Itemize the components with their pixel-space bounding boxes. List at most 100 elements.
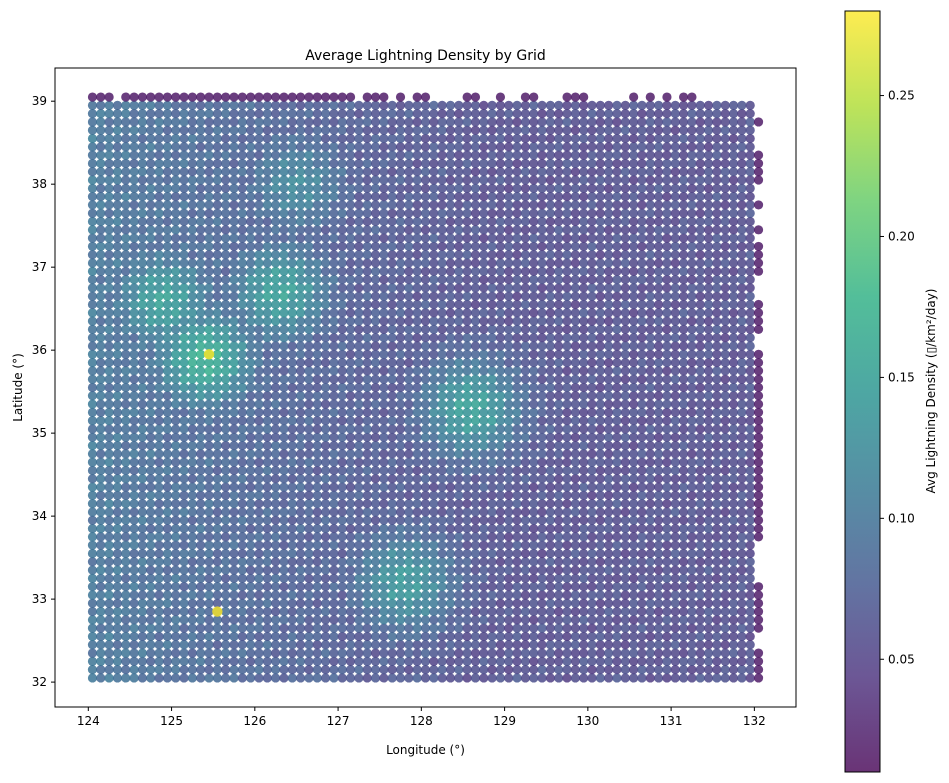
scatter-point: [654, 640, 664, 650]
scatter-point: [495, 465, 506, 476]
scatter-point: [629, 233, 639, 243]
scatter-point: [87, 532, 98, 542]
scatter-point: [587, 648, 597, 658]
scatter-point: [112, 665, 123, 675]
scatter-point: [320, 407, 331, 417]
scatter-point: [379, 507, 389, 517]
scatter-point: [129, 540, 139, 550]
scatter-point: [370, 490, 381, 500]
scatter-point: [320, 656, 331, 666]
scatter-point: [454, 341, 464, 351]
scatter-point: [737, 557, 747, 567]
scatter-point: [587, 241, 597, 252]
scatter-point: [629, 490, 639, 500]
scatter-point: [154, 557, 164, 567]
scatter-point: [645, 225, 655, 235]
scatter-point: [595, 382, 605, 393]
scatter-point: [645, 507, 655, 517]
scatter-point: [345, 482, 356, 492]
scatter-point: [304, 158, 314, 169]
scatter-point: [320, 391, 331, 401]
scatter-point: [187, 341, 197, 351]
scatter-point: [670, 167, 680, 177]
scatter-point: [129, 241, 139, 252]
scatter-point: [254, 366, 264, 376]
scatter-point: [279, 382, 289, 393]
scatter-point: [279, 648, 289, 658]
scatter-point: [587, 258, 597, 268]
scatter-point: [637, 573, 647, 583]
scatter-point: [454, 399, 464, 409]
scatter-point: [512, 358, 522, 368]
scatter-point: [171, 515, 181, 525]
scatter-point: [171, 333, 181, 343]
scatter-point: [703, 532, 714, 542]
scatter-point: [545, 440, 555, 451]
scatter-point: [146, 490, 156, 500]
scatter-point: [146, 557, 156, 567]
scatter-point: [654, 283, 664, 293]
scatter-point: [620, 640, 630, 650]
scatter-point: [454, 266, 464, 276]
scatter-point: [620, 507, 630, 517]
scatter-point: [703, 590, 714, 600]
scatter-point: [87, 399, 98, 409]
scatter-point: [271, 507, 281, 517]
scatter-point: [620, 283, 630, 293]
scatter-point: [595, 316, 605, 326]
scatter-point: [454, 606, 464, 617]
scatter-point: [412, 216, 422, 227]
scatter-point: [537, 515, 547, 525]
scatter-point: [146, 482, 156, 492]
scatter-point: [362, 523, 372, 534]
scatter-point: [204, 631, 214, 642]
scatter-point: [720, 532, 730, 542]
scatter-point: [470, 308, 481, 318]
scatter-point: [612, 557, 622, 567]
scatter-point: [687, 440, 697, 451]
scatter-point: [728, 407, 739, 417]
scatter-point: [679, 341, 689, 351]
scatter-point: [712, 557, 722, 567]
scatter-point: [470, 316, 481, 326]
scatter-point: [212, 283, 222, 293]
scatter-point: [229, 407, 239, 417]
scatter-point: [345, 656, 356, 666]
scatter-point: [204, 283, 214, 293]
scatter-point: [737, 673, 747, 683]
scatter-point: [146, 590, 156, 600]
scatter-point: [720, 349, 730, 359]
scatter-point: [737, 266, 747, 276]
scatter-point: [296, 266, 306, 276]
scatter-point: [279, 507, 289, 517]
scatter-point: [320, 615, 331, 625]
scatter-point: [354, 233, 364, 243]
scatter-point: [495, 266, 506, 276]
scatter-point: [320, 241, 331, 252]
scatter-point: [329, 640, 339, 650]
scatter-point: [129, 424, 139, 434]
scatter-point: [604, 225, 614, 235]
scatter-point: [412, 241, 422, 252]
scatter-point: [154, 540, 164, 550]
scatter-point: [429, 499, 439, 509]
scatter-point: [254, 557, 264, 567]
scatter-point: [312, 673, 322, 683]
scatter-point: [129, 308, 139, 318]
scatter-point: [470, 648, 481, 658]
scatter-point: [737, 432, 747, 442]
scatter-point: [279, 640, 289, 650]
scatter-point: [629, 440, 639, 451]
scatter-point: [695, 557, 705, 567]
scatter-point: [737, 665, 747, 675]
scatter-point: [487, 250, 497, 260]
scatter-point: [745, 565, 755, 575]
scatter-point: [554, 474, 564, 484]
scatter-point: [237, 275, 247, 285]
scatter-point: [162, 308, 172, 318]
scatter-point: [254, 615, 264, 625]
scatter-point: [454, 275, 464, 285]
scatter-point: [104, 582, 114, 592]
scatter-point: [512, 258, 522, 268]
scatter-point: [379, 465, 389, 476]
